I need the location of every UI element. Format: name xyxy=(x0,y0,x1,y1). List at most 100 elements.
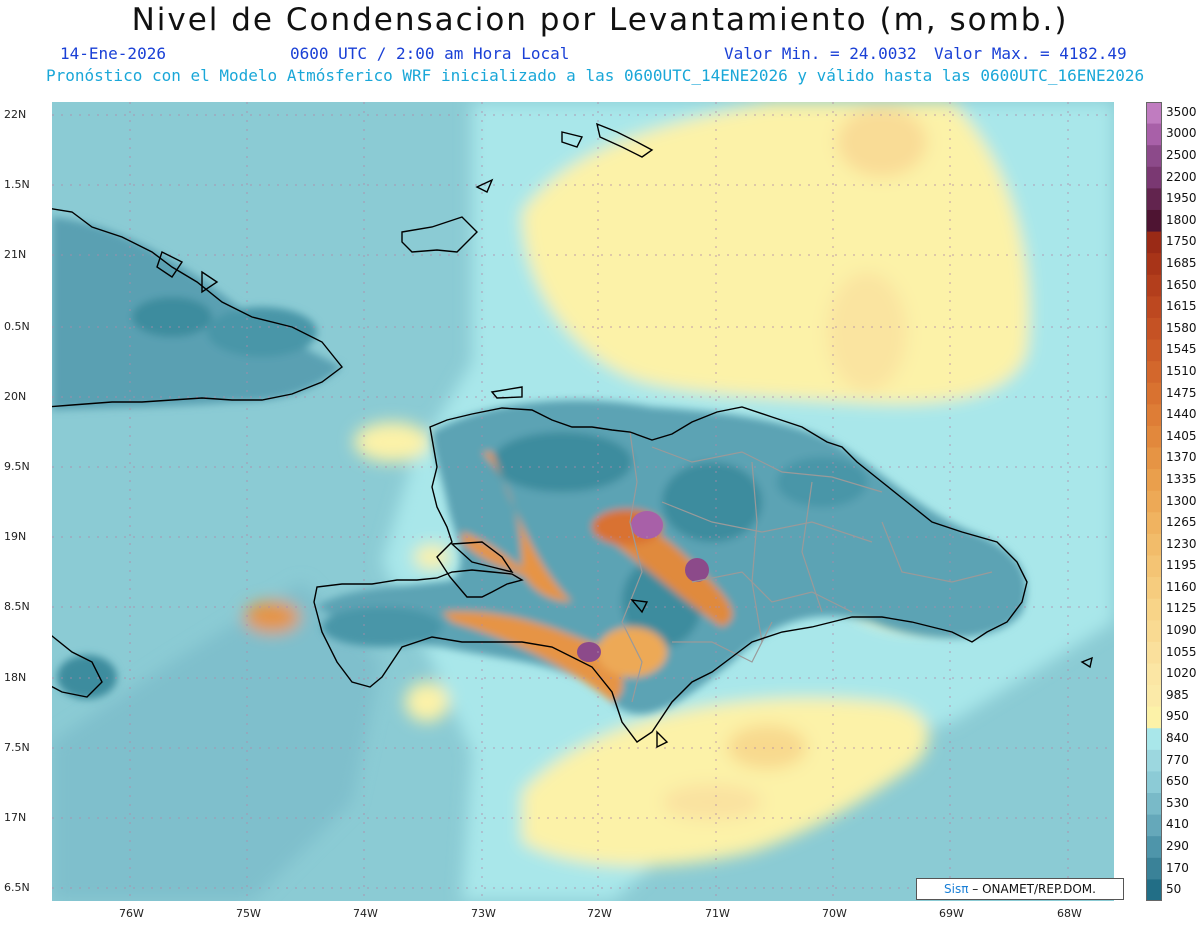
colorbar-swatch xyxy=(1146,425,1162,449)
colorbar xyxy=(1146,102,1162,901)
colorbar-swatch xyxy=(1146,145,1162,168)
colorbar-label: 650 xyxy=(1166,774,1189,789)
colorbar-label: 1370 xyxy=(1166,450,1197,465)
lon-tick: 74W xyxy=(353,907,378,920)
lat-tick: 0.5N xyxy=(4,320,30,333)
colorbar-swatch xyxy=(1146,512,1162,535)
colorbar-swatch xyxy=(1146,836,1162,859)
graticule xyxy=(52,102,1114,901)
lat-tick: 7.5N xyxy=(4,741,30,754)
lat-tick: 8.5N xyxy=(4,600,30,613)
colorbar-swatch xyxy=(1146,209,1162,233)
colorbar-label: 1800 xyxy=(1166,212,1197,227)
colorbar-swatch xyxy=(1146,555,1162,578)
colorbar-swatch xyxy=(1146,469,1162,492)
colorbar-label: 1055 xyxy=(1166,644,1197,659)
colorbar-label: 530 xyxy=(1166,795,1189,810)
colorbar-swatch xyxy=(1146,814,1162,837)
time-label: 0600 UTC / 2:00 am Hora Local xyxy=(290,44,570,63)
colorbar-swatch xyxy=(1146,296,1162,319)
lat-tick: 20N xyxy=(4,390,27,403)
credit-org: – ONAMET/REP.DOM. xyxy=(972,882,1096,896)
colorbar-label: 1580 xyxy=(1166,320,1197,335)
date-label: 14-Ene-2026 xyxy=(60,44,166,63)
colorbar-swatch xyxy=(1146,166,1162,189)
colorbar-swatch xyxy=(1146,879,1162,901)
lon-tick: 68W xyxy=(1057,907,1082,920)
colorbar-swatch xyxy=(1146,231,1162,254)
colorbar-swatch xyxy=(1146,274,1162,297)
lat-tick: 18N xyxy=(4,671,27,684)
colorbar-swatch xyxy=(1146,188,1162,211)
colorbar-swatch xyxy=(1146,577,1162,600)
colorbar-swatch xyxy=(1146,382,1162,405)
colorbar-swatch xyxy=(1146,857,1162,880)
colorbar-label: 1475 xyxy=(1166,385,1197,400)
colorbar-label: 985 xyxy=(1166,687,1189,702)
colorbar-label: 1750 xyxy=(1166,234,1197,249)
colorbar-swatch xyxy=(1146,771,1162,794)
lat-tick: 17N xyxy=(4,811,27,824)
colorbar-label: 290 xyxy=(1166,839,1189,853)
colorbar-swatch xyxy=(1146,361,1162,384)
lon-tick: 70W xyxy=(822,907,847,920)
colorbar-swatch xyxy=(1146,641,1162,664)
condensation-level-map xyxy=(52,102,1114,901)
colorbar-swatch xyxy=(1146,404,1162,427)
colorbar-swatch xyxy=(1146,490,1162,513)
colorbar-swatch xyxy=(1146,793,1162,816)
colorbar-label: 950 xyxy=(1166,709,1189,724)
lat-tick: 22N xyxy=(4,108,27,121)
colorbar-label: 1685 xyxy=(1166,255,1197,270)
colorbar-swatch xyxy=(1146,533,1162,556)
colorbar-swatch xyxy=(1146,447,1162,470)
colorbar-label: 1510 xyxy=(1166,363,1197,378)
lat-tick: 6.5N xyxy=(4,881,30,894)
colorbar-label: 3500 xyxy=(1166,104,1197,119)
colorbar-label: 1405 xyxy=(1166,428,1197,443)
colorbar-label: 1650 xyxy=(1166,277,1197,292)
colorbar-label: 3000 xyxy=(1166,126,1197,141)
colorbar-label: 1950 xyxy=(1166,191,1197,206)
colorbar-label: 1265 xyxy=(1166,515,1197,530)
province-borders xyxy=(621,431,993,703)
colorbar-label: 1440 xyxy=(1166,407,1197,422)
colorbar-swatch xyxy=(1146,663,1162,686)
colorbar-swatch xyxy=(1146,749,1162,772)
colorbar-swatch xyxy=(1146,728,1162,751)
colorbar-label: 410 xyxy=(1166,817,1189,832)
lon-tick: 72W xyxy=(587,907,612,920)
colorbar-swatch xyxy=(1146,102,1162,125)
colorbar-label: 50 xyxy=(1166,882,1182,897)
colorbar-frame xyxy=(1146,102,1162,901)
colorbar-swatch xyxy=(1146,253,1162,276)
colorbar-swatch xyxy=(1146,598,1162,621)
colorbar-label: 770 xyxy=(1166,752,1189,767)
lat-tick: 9.5N xyxy=(4,460,30,473)
colorbar-label: 1160 xyxy=(1166,579,1197,594)
colorbar-label: 1230 xyxy=(1166,536,1197,551)
colorbar-label: 170 xyxy=(1166,860,1189,875)
value-min-label: Valor Min. = 24.0032 xyxy=(724,44,917,63)
coastlines xyxy=(52,122,1093,749)
lon-tick: 69W xyxy=(939,907,964,920)
colorbar-swatch xyxy=(1146,620,1162,643)
colorbar-label: 1195 xyxy=(1166,558,1197,573)
colorbar-label: 2200 xyxy=(1166,169,1197,184)
colorbar-label: 1125 xyxy=(1166,601,1197,616)
colorbar-swatch xyxy=(1146,317,1162,341)
lat-tick: 21N xyxy=(4,248,27,261)
colorbar-label: 1020 xyxy=(1166,666,1197,681)
forecast-description: Pronóstico con el Modelo Atmósferico WRF… xyxy=(46,66,1145,85)
lat-tick: 1.5N xyxy=(4,178,30,191)
colorbar-label: 2500 xyxy=(1166,147,1197,162)
map-title: Nivel de Condensacion por Levantamiento … xyxy=(131,2,1069,38)
lon-tick: 76W xyxy=(119,907,144,920)
colorbar-swatch xyxy=(1146,123,1162,146)
value-max-label: Valor Max. = 4182.49 xyxy=(934,44,1127,63)
colorbar-label: 1300 xyxy=(1166,493,1197,508)
purple-core-1 xyxy=(631,511,663,539)
lon-tick: 73W xyxy=(471,907,496,920)
colorbar-label: 840 xyxy=(1166,731,1189,746)
lon-tick: 75W xyxy=(236,907,261,920)
